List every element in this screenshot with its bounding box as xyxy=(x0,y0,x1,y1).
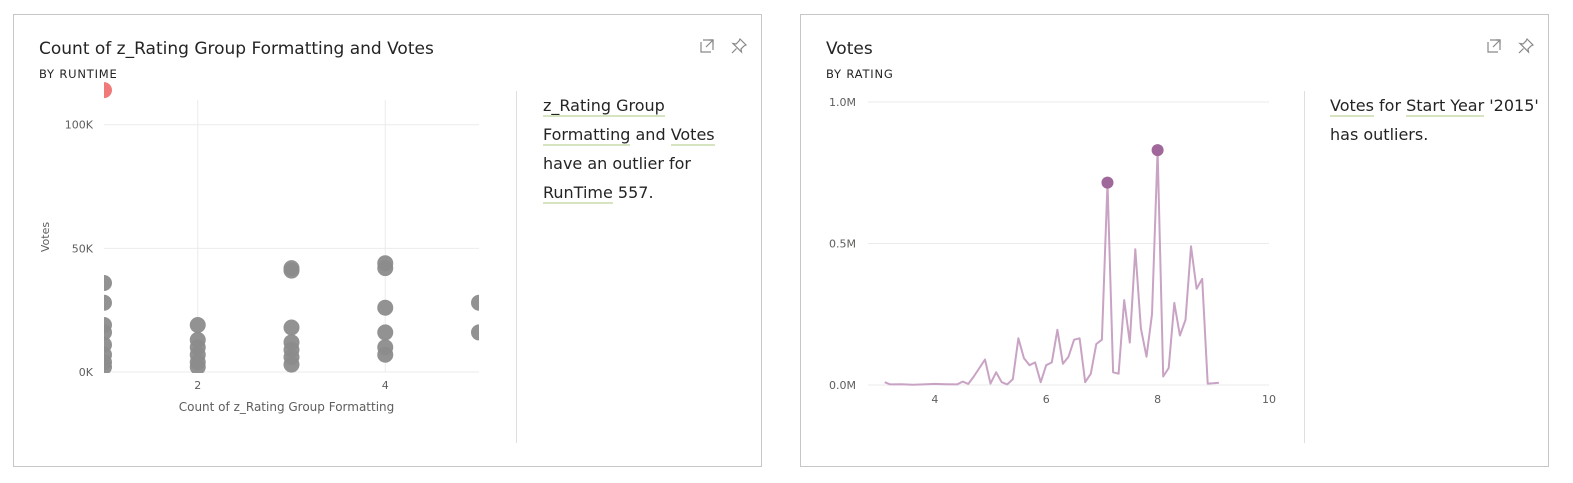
narrative-text: have an outlier for xyxy=(543,154,691,173)
line-chart: 0.0M 0.5M 1.0M 4 6 8 10 xyxy=(829,96,1276,406)
expand-icon[interactable] xyxy=(1485,37,1503,55)
narrative-text: and xyxy=(630,125,671,144)
scatter-point xyxy=(377,346,394,363)
narrative-text: '2015' xyxy=(1484,96,1539,115)
y-tick-label: 0.5M xyxy=(829,238,856,251)
smart-narrative: Votes for Start Year '2015' has outliers… xyxy=(1330,91,1540,149)
outlier-card-rating: Votes BY RATING 0.0M 0.5M 1.0M 4 6 8 10 Votes … xyxy=(800,14,1549,467)
y-tick-label: 1.0M xyxy=(829,96,856,109)
scatter-point xyxy=(104,324,112,341)
narrative-term-rating-group[interactable]: z_Rating Group xyxy=(543,96,665,117)
x-tick-label: 6 xyxy=(1043,393,1050,406)
divider xyxy=(516,91,517,443)
scatter-point xyxy=(471,324,479,341)
scatter-point xyxy=(283,319,300,336)
scatter-point xyxy=(189,317,206,334)
x-axis-title: Count of z_Rating Group Formatting xyxy=(179,400,395,414)
narrative-text: has outliers. xyxy=(1330,125,1429,144)
smart-narrative: z_Rating Group Formatting and Votes have… xyxy=(543,91,743,207)
scatter-point xyxy=(283,356,300,373)
series-line xyxy=(884,149,1220,386)
card-title: Votes xyxy=(826,39,873,59)
y-tick-label: 100K xyxy=(65,119,94,132)
outlier-point xyxy=(104,82,112,99)
card-title: Count of z_Rating Group Formatting and V… xyxy=(39,39,434,59)
pin-icon[interactable] xyxy=(730,37,748,55)
outlier-card-runtime: Count of z_Rating Group Formatting and V… xyxy=(13,14,762,467)
x-tick-label: 2 xyxy=(194,379,201,392)
narrative-text: for xyxy=(1373,96,1407,115)
scatter-chart: 0K 50K 100K 2 4 Count of z_Rating Group Forma… xyxy=(39,82,479,414)
x-tick-label: 10 xyxy=(1262,393,1276,406)
y-axis-title: Votes xyxy=(39,222,52,252)
y-tick-label: 0.0M xyxy=(829,379,856,392)
narrative-term-runtime[interactable]: RunTime xyxy=(543,183,613,204)
scatter-point xyxy=(104,294,112,311)
scatter-point xyxy=(377,260,394,277)
pin-icon[interactable] xyxy=(1517,37,1535,55)
scatter-point xyxy=(377,324,394,341)
divider xyxy=(1304,91,1305,443)
narrative-term-start-year[interactable]: Start Year xyxy=(1406,96,1485,117)
scatter-point xyxy=(104,274,112,291)
x-tick-label: 4 xyxy=(931,393,938,406)
y-tick-label: 0K xyxy=(79,366,94,379)
expand-icon[interactable] xyxy=(698,37,716,55)
outlier-marker xyxy=(1101,176,1114,189)
scatter-point xyxy=(377,299,394,316)
scatter-point xyxy=(471,294,479,311)
card-subtitle: BY RATING xyxy=(826,67,894,81)
x-tick-label: 4 xyxy=(382,379,389,392)
narrative-term-votes[interactable]: Votes xyxy=(670,125,715,146)
x-tick-label: 8 xyxy=(1154,393,1161,406)
narrative-term-formatting[interactable]: Formatting xyxy=(543,125,631,146)
narrative-text: 557. xyxy=(612,183,654,202)
scatter-point xyxy=(104,359,112,373)
scatter-point xyxy=(283,262,300,279)
scatter-point xyxy=(189,359,206,373)
narrative-term-votes[interactable]: Votes xyxy=(1330,96,1374,117)
card-subtitle: BY RUNTIME xyxy=(39,67,118,81)
y-tick-label: 50K xyxy=(72,242,94,255)
outlier-marker xyxy=(1151,144,1164,157)
